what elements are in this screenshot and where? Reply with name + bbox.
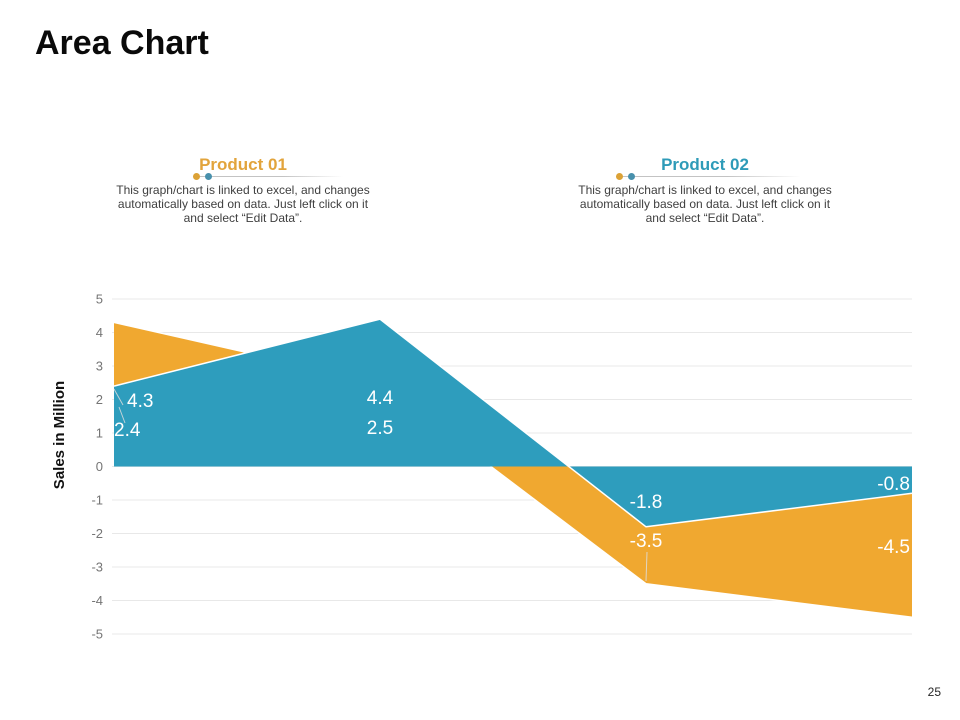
y-tick-label: 0	[96, 459, 103, 474]
y-tick-label: 3	[96, 359, 103, 374]
legend-product-02-title: Product 02	[661, 155, 749, 174]
legend-product-02-divider	[616, 173, 801, 180]
legend-product-01-description: This graph/chart is linked to excel, and…	[116, 183, 370, 225]
legend-product-01: Product 01 This graph/chart is linked to…	[93, 155, 393, 225]
y-tick-label: -4	[91, 593, 103, 608]
y-axis-title: Sales in Million	[51, 381, 68, 489]
legend-product-01-title: Product 01	[199, 155, 287, 174]
page-number: 25	[927, 685, 941, 699]
area-edge-product-02	[113, 318, 913, 528]
orange-dot-icon	[616, 173, 623, 180]
y-tick-label: -5	[91, 627, 103, 642]
y-tick-label: -1	[91, 493, 103, 508]
teal-dot-icon	[628, 173, 635, 180]
data-label-product-01: -4.5	[877, 537, 910, 558]
data-label-product-02: 4.4	[367, 388, 394, 409]
y-tick-label: -2	[91, 526, 103, 541]
label-leader-line	[645, 551, 648, 582]
y-tick-label: 2	[96, 392, 103, 407]
data-label-product-01: 4.3	[127, 391, 153, 412]
label-leader-line	[118, 406, 126, 424]
data-label-product-02: -1.8	[630, 492, 663, 513]
legend-product-02-description: This graph/chart is linked to excel, and…	[578, 183, 832, 225]
data-label-product-02: 2.4	[114, 420, 141, 441]
y-tick-label: 1	[96, 426, 103, 441]
orange-dot-icon	[193, 173, 200, 180]
legend-product-01-divider	[193, 173, 343, 180]
data-label-product-02: -0.8	[877, 474, 910, 495]
page-title: Area Chart	[35, 24, 209, 62]
y-tick-label: 4	[96, 325, 103, 340]
y-tick-label: 5	[96, 292, 103, 307]
label-leader-line	[113, 388, 124, 406]
legend-product-02: Product 02 This graph/chart is linked to…	[555, 155, 855, 225]
teal-dot-icon	[205, 173, 212, 180]
y-tick-label: -3	[91, 560, 103, 575]
data-label-product-01: -3.5	[630, 531, 663, 552]
data-label-product-01: 2.5	[367, 418, 393, 439]
